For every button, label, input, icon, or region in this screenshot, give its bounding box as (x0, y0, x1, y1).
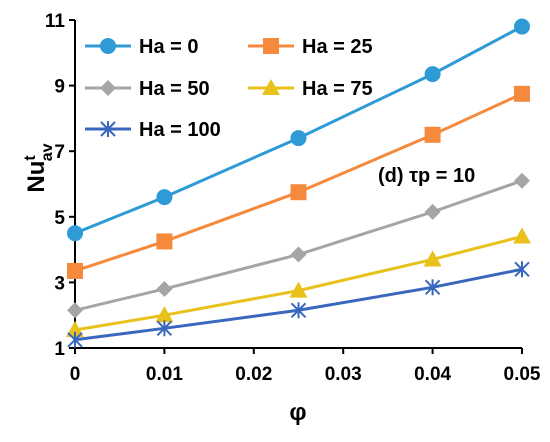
data-point (290, 302, 307, 319)
series-3 (66, 227, 531, 337)
data-point (156, 233, 173, 250)
data-point (67, 262, 83, 279)
y-axis-label: Nutav (22, 143, 56, 192)
legend-item: Ha = 100 (85, 119, 221, 141)
data-point (156, 189, 173, 206)
y-tick-label: 9 (54, 77, 65, 98)
series-4 (67, 261, 530, 348)
data-point (424, 126, 441, 143)
data-point (290, 246, 307, 263)
legend-label: Ha = 50 (139, 78, 210, 100)
legend-marker (263, 38, 279, 54)
y-tick-label: 5 (54, 208, 65, 229)
legend-marker (100, 38, 116, 54)
legend-item: Ha = 25 (248, 36, 373, 58)
data-point (513, 227, 531, 244)
data-point (514, 261, 530, 278)
x-tick-label: 0.04 (414, 364, 451, 385)
data-point (424, 203, 441, 220)
data-point (289, 281, 308, 298)
series-2 (67, 172, 530, 319)
data-point (514, 18, 530, 35)
data-point (66, 320, 84, 337)
data-point (290, 130, 307, 147)
data-point (514, 85, 530, 102)
series-1 (67, 85, 530, 279)
x-tick-label: 0.02 (235, 364, 272, 385)
axes: 1 3 5 7 9 11 0 0.01 0.02 0.03 0.04 0.05 (45, 11, 541, 385)
x-tick-label: 0.01 (146, 364, 183, 385)
data-point (67, 302, 83, 319)
x-tick-label: 0.03 (325, 364, 362, 385)
series-layer (66, 18, 531, 348)
legend-marker (262, 79, 280, 95)
data-point (514, 172, 530, 189)
y-tick-label: 7 (54, 142, 65, 163)
y-axis-label-main: Nu (23, 161, 50, 193)
legend-item: Ha = 0 (85, 36, 198, 58)
legend-label: Ha = 0 (139, 36, 198, 58)
x-tick-label: 0.05 (504, 364, 541, 385)
legend-item: Ha = 50 (85, 78, 210, 100)
x-axis-label: φ (289, 399, 306, 426)
y-tick-label: 11 (45, 11, 66, 32)
y-tick-label: 1 (54, 339, 65, 360)
legend-label: Ha = 75 (302, 78, 373, 100)
data-point (423, 250, 442, 267)
legend-label: Ha = 25 (302, 36, 373, 58)
y-axis-label-sub: av (39, 143, 56, 161)
y-tick-label: 3 (54, 273, 65, 294)
legend-marker (100, 121, 116, 137)
y-axis-label-sup: t (22, 155, 39, 161)
x-tick-label: 0 (70, 364, 81, 385)
data-point (424, 66, 441, 83)
data-point (156, 320, 173, 337)
legend-marker (100, 80, 116, 96)
legend-label: Ha = 100 (139, 119, 221, 141)
chart-annotation: (d) τp = 10 (378, 165, 475, 187)
data-point (67, 331, 83, 348)
legend: Ha = 0 Ha = 25 Ha = 50 Ha = 75 Ha = 100 (85, 36, 373, 141)
data-point (290, 184, 307, 201)
data-point (424, 279, 441, 296)
legend-item: Ha = 75 (248, 78, 373, 100)
svg-text:Nutav: Nutav (22, 143, 56, 192)
data-point (156, 280, 173, 297)
series-0 (67, 18, 530, 242)
data-point (67, 225, 83, 242)
data-point (155, 306, 174, 323)
